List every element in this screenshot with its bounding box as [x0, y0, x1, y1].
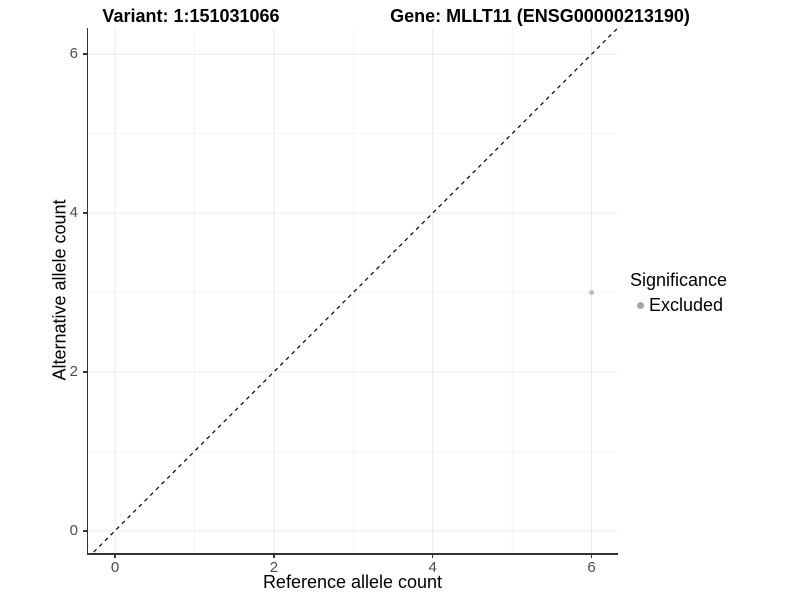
y-tick-label: 4: [69, 204, 78, 222]
y-tick-label: 6: [69, 45, 78, 63]
y-axis-line: [86, 28, 88, 555]
x-tick-mark: [273, 553, 275, 558]
data-point: [589, 289, 595, 295]
x-axis-label: Reference allele count: [262, 572, 443, 592]
x-tick-mark: [114, 553, 116, 558]
gene-title: Gene: MLLT11 (ENSG00000213190): [390, 6, 690, 26]
x-tick-label: 6: [587, 559, 596, 576]
y-axis-label: Alternative allele count: [49, 199, 70, 381]
x-tick-mark: [431, 553, 434, 558]
legend-point-icon: [637, 302, 644, 309]
x-tick-label: 0: [110, 559, 120, 576]
y-tick-mark: [83, 212, 88, 214]
x-tick-mark: [590, 553, 593, 558]
legend: Significance Excluded: [630, 270, 727, 316]
y-tick-mark: [83, 371, 88, 373]
panel-canvas: [88, 28, 617, 553]
y-tick-label: 2: [69, 362, 78, 380]
legend-item-excluded: Excluded: [637, 295, 727, 316]
legend-title: Significance: [630, 270, 728, 290]
y-tick-label: 0: [69, 521, 78, 539]
y-tick-mark: [83, 530, 88, 532]
plot-panel: [88, 28, 617, 553]
x-axis-line: [86, 553, 618, 555]
variant-title: Variant: 1:151031066: [102, 6, 280, 26]
identity-line: [91, 28, 617, 553]
legend-item-label: Excluded: [649, 295, 724, 315]
x-tick-label: 4: [428, 559, 437, 576]
y-tick-mark: [83, 53, 88, 55]
x-tick-label: 2: [269, 559, 279, 576]
